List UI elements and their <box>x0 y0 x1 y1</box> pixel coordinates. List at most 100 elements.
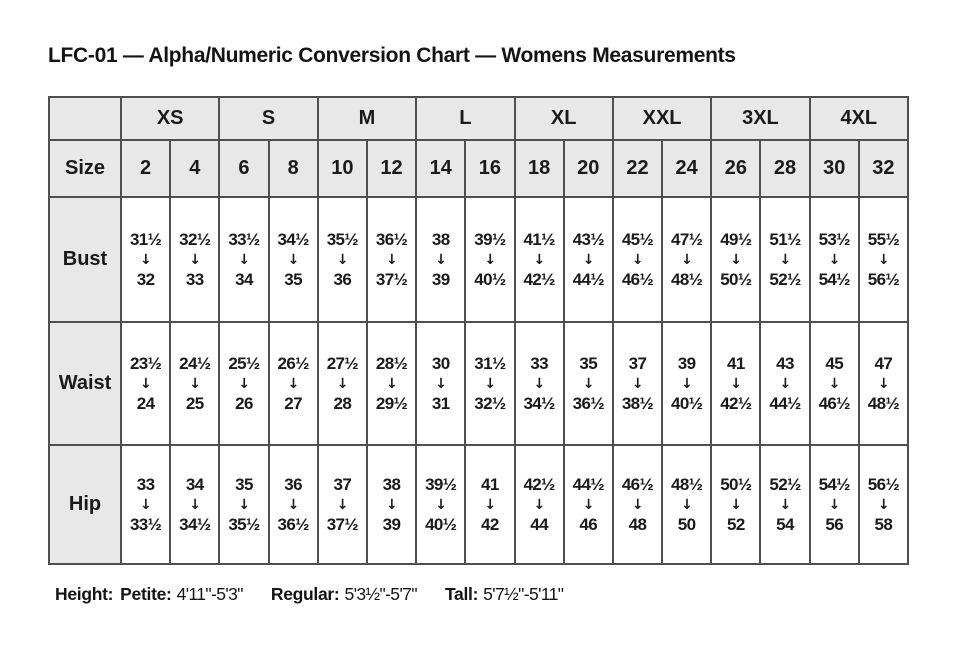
group-header-xxl: XXL <box>611 96 713 141</box>
range-to: 37½ <box>326 514 359 534</box>
range-to: 26 <box>235 393 253 413</box>
measurement-cell: 24½ ↓ 25 <box>169 321 221 446</box>
size-cell: 20 <box>562 139 614 198</box>
arrow-down-icon: ↓ <box>336 375 349 392</box>
size-cell: 24 <box>661 139 713 198</box>
measurement-cell: 54½ ↓ 56 <box>808 444 860 565</box>
measurement-range: 36 ↓ 36½ <box>270 475 317 534</box>
measurement-cell: 48½ ↓ 50 <box>661 444 713 565</box>
range-to: 29½ <box>375 393 408 413</box>
range-from: 39½ <box>425 474 457 494</box>
size-row: Size 2 4 6 8 10 12 14 16 18 20 22 24 26 28 30 32 <box>48 139 910 198</box>
arrow-down-icon: ↓ <box>828 375 841 392</box>
measurement-range: 45½ ↓ 46½ <box>614 230 661 289</box>
measurement-cell: 28½ ↓ 29½ <box>365 321 418 446</box>
size-cell: 4 <box>169 139 221 198</box>
group-header-m: M <box>316 96 418 141</box>
measurement-range: 38 ↓ 39 <box>417 230 464 289</box>
range-from: 39½ <box>474 229 506 249</box>
range-to: 54½ <box>818 269 851 289</box>
range-to: 38½ <box>621 393 654 413</box>
arrow-down-icon: ↓ <box>435 496 447 513</box>
arrow-down-icon: ↓ <box>779 251 791 268</box>
arrow-down-icon: ↓ <box>730 496 742 513</box>
arrow-down-icon: ↓ <box>435 375 447 392</box>
arrow-down-icon: ↓ <box>336 251 349 268</box>
measurement-cell: 38 ↓ 39 <box>415 196 467 323</box>
measurement-cell: 46½ ↓ 48 <box>611 444 664 565</box>
measurement-range: 50½ ↓ 52 <box>712 475 759 534</box>
range-to: 48 <box>628 514 647 534</box>
measurement-cell: 31½ ↓ 32½ <box>464 321 516 446</box>
range-from: 50½ <box>720 474 752 494</box>
range-to: 34 <box>235 269 253 289</box>
range-from: 45½ <box>621 229 654 249</box>
range-from: 42½ <box>523 474 555 494</box>
range-from: 41½ <box>523 229 555 249</box>
arrow-down-icon: ↓ <box>484 251 496 268</box>
measurement-cell: 55½ ↓ 56½ <box>857 196 910 323</box>
group-header-row: XS S M L XL XXL 3XL 4XL <box>48 96 910 141</box>
size-cell: 12 <box>365 139 418 198</box>
range-from: 23½ <box>129 353 162 373</box>
measurement-cell: 43½ ↓ 44½ <box>562 196 614 323</box>
range-from: 37 <box>628 353 647 373</box>
measurement-range: 45 ↓ 46½ <box>811 354 858 413</box>
height-label: Height: <box>55 584 114 604</box>
measurement-cell: 27½ ↓ 28 <box>316 321 368 446</box>
range-to: 31 <box>431 393 450 413</box>
range-to: 44 <box>530 514 548 534</box>
arrow-down-icon: ↓ <box>877 496 890 513</box>
arrow-down-icon: ↓ <box>533 251 546 268</box>
size-cell: 32 <box>857 139 910 198</box>
measurement-range: 47½ ↓ 48½ <box>663 230 710 289</box>
measurement-cell: 36 ↓ 36½ <box>267 444 319 565</box>
measurement-range: 54½ ↓ 56 <box>811 475 858 534</box>
arrow-down-icon: ↓ <box>238 496 250 513</box>
arrow-down-icon: ↓ <box>385 496 398 513</box>
measurement-cell: 47 ↓ 48½ <box>857 321 910 446</box>
arrow-down-icon: ↓ <box>533 496 546 513</box>
range-from: 39 <box>677 353 696 373</box>
arrow-down-icon: ↓ <box>582 375 595 392</box>
measurement-range: 38 ↓ 39 <box>368 475 415 534</box>
range-to: 35 <box>284 269 303 289</box>
range-from: 43 <box>776 353 794 373</box>
range-to: 36½ <box>572 393 605 413</box>
range-to: 54 <box>776 514 794 534</box>
range-from: 31½ <box>129 229 162 249</box>
size-cell: 6 <box>218 139 270 198</box>
measurement-range: 47 ↓ 48½ <box>860 354 907 413</box>
measurement-range: 41½ ↓ 42½ <box>516 230 563 289</box>
measurement-range: 46½ ↓ 48 <box>614 475 661 534</box>
measurement-range: 39½ ↓ 40½ <box>417 475 464 534</box>
arrow-down-icon: ↓ <box>681 375 693 392</box>
range-from: 53½ <box>818 229 851 249</box>
range-from: 46½ <box>621 474 654 494</box>
measurement-cell: 44½ ↓ 46 <box>562 444 614 565</box>
range-from: 33 <box>530 353 548 373</box>
measurement-range: 28½ ↓ 29½ <box>368 354 415 413</box>
range-from: 34½ <box>277 229 310 249</box>
measurement-cell: 53½ ↓ 54½ <box>808 196 860 323</box>
range-to: 52 <box>726 514 745 534</box>
tall-label: Tall: <box>444 584 479 604</box>
measurement-range: 55½ ↓ 56½ <box>860 230 907 289</box>
regular-label: Regular: <box>270 584 340 604</box>
arrow-down-icon: ↓ <box>631 375 644 392</box>
range-from: 49½ <box>720 229 752 249</box>
range-to: 40½ <box>474 269 506 289</box>
range-from: 47½ <box>671 229 703 249</box>
size-row-label: Size <box>48 139 122 198</box>
petite-label: Petite: <box>120 584 172 604</box>
measurement-cell: 37 ↓ 38½ <box>611 321 664 446</box>
range-from: 37 <box>333 474 352 494</box>
range-to: 36 <box>333 269 352 289</box>
measurement-range: 35 ↓ 35½ <box>220 475 267 534</box>
measurement-range: 35½ ↓ 36 <box>319 230 366 289</box>
range-to: 46 <box>579 514 598 534</box>
range-from: 43½ <box>572 229 605 249</box>
measurement-range: 39½ ↓ 40½ <box>466 230 513 289</box>
measurement-range: 26½ ↓ 27 <box>270 354 317 413</box>
range-from: 26½ <box>277 353 310 373</box>
